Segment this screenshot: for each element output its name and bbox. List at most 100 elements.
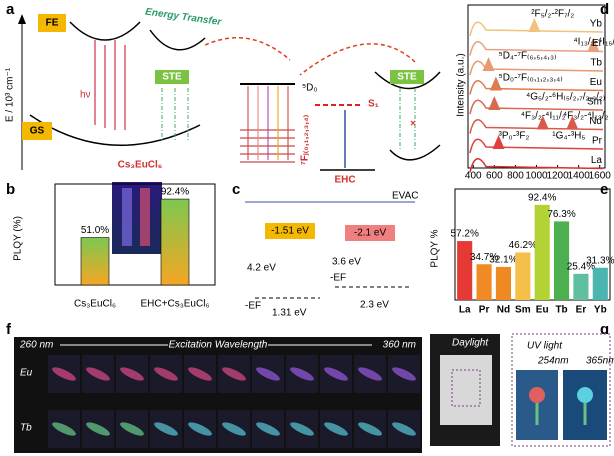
panel-c: EVAC -1.51 eV 4.2 eV -EF 1.31 eV -2.1 eV… bbox=[245, 191, 419, 319]
band bbox=[265, 223, 315, 239]
panel-label: f bbox=[6, 321, 12, 338]
label: Cs₃EuCl₆ bbox=[118, 160, 163, 171]
sample-glow bbox=[52, 422, 76, 436]
label: S₁ bbox=[368, 99, 379, 110]
x-tick-label: Pr bbox=[479, 305, 490, 316]
label: 365nm bbox=[586, 356, 614, 367]
annotation: ⁵D₄-⁷F₍₆,₅,₄,₃₎ bbox=[499, 51, 557, 62]
sample-glow bbox=[256, 422, 280, 436]
peak bbox=[536, 115, 549, 130]
label: 360 nm bbox=[383, 340, 416, 351]
peak bbox=[587, 37, 600, 52]
series-label: La bbox=[591, 155, 603, 166]
series-label: Pr bbox=[592, 136, 603, 147]
x-tick-label: 1200 bbox=[546, 171, 569, 182]
plot-frame bbox=[454, 188, 611, 301]
label: 3.6 eV bbox=[332, 257, 361, 268]
sample-glow bbox=[358, 367, 382, 381]
x-tick-label: Sm bbox=[515, 305, 531, 316]
value-label: 92.4% bbox=[161, 187, 189, 198]
sample-glow bbox=[290, 422, 314, 436]
plot-frame bbox=[54, 183, 216, 286]
label: hν bbox=[80, 90, 91, 101]
x-tick-label: Eu bbox=[536, 305, 549, 316]
label: 1.31 eV bbox=[272, 308, 307, 319]
curve bbox=[69, 21, 141, 41]
spectrum bbox=[469, 80, 604, 95]
annotation: ⁴F₃/₂-⁴I₁₃/₂ bbox=[563, 111, 609, 122]
label: Excitation Wavelength bbox=[169, 340, 268, 351]
peak bbox=[488, 96, 501, 110]
panel-label: a bbox=[6, 1, 15, 18]
annotation: ⁴I₁₃/₂-⁴I₁₅/₂ bbox=[573, 37, 614, 48]
series-label: Tb bbox=[590, 58, 602, 69]
bar bbox=[534, 204, 550, 300]
box bbox=[22, 122, 52, 140]
label: Energy Transfer bbox=[145, 7, 223, 29]
label: -1.51 eV bbox=[271, 226, 309, 237]
bar bbox=[592, 267, 608, 300]
peak bbox=[489, 76, 502, 91]
x-tick-label: La bbox=[459, 305, 471, 316]
label: -EF bbox=[245, 301, 261, 312]
sample-glow bbox=[358, 422, 382, 436]
annotation: ⁵D₀-⁷F₍₀,₁,₂,₃,₄₎ bbox=[499, 73, 563, 84]
series-label: Nd bbox=[589, 116, 602, 127]
flower bbox=[529, 387, 545, 403]
label: ⁵D₀ bbox=[302, 83, 318, 94]
y-label: E / 10³ cm⁻¹ bbox=[5, 67, 16, 122]
label: 2.3 eV bbox=[360, 300, 389, 311]
cross: × bbox=[410, 119, 416, 130]
sample-glow bbox=[392, 422, 416, 436]
label: Tb bbox=[20, 423, 32, 434]
panel-label: c bbox=[232, 181, 240, 198]
y-label: PLQY (%) bbox=[13, 216, 24, 261]
x-tick-label: Er bbox=[576, 305, 587, 316]
sample-glow bbox=[392, 367, 416, 381]
sample-glow bbox=[222, 367, 246, 381]
sample-glow bbox=[324, 367, 348, 381]
series-label: Yb bbox=[590, 19, 603, 30]
label: EVAC bbox=[392, 191, 419, 202]
spectrum bbox=[469, 21, 604, 37]
sample-glow bbox=[222, 422, 246, 436]
spectrum bbox=[469, 99, 604, 115]
sample-glow bbox=[290, 367, 314, 381]
label: STE bbox=[397, 72, 417, 83]
arrow bbox=[204, 37, 291, 61]
curve bbox=[149, 29, 206, 51]
label: Daylight bbox=[452, 338, 489, 349]
label: GS bbox=[30, 126, 45, 137]
spectrum bbox=[469, 119, 604, 134]
panel-label: g bbox=[600, 321, 609, 338]
sample-glow bbox=[120, 367, 144, 381]
film bbox=[440, 355, 492, 425]
x-tick-label: Tb bbox=[555, 305, 567, 316]
annotation: ⁴F₃/₂-⁴I₁₁/₂ bbox=[521, 111, 566, 122]
vial bbox=[122, 188, 132, 246]
frame bbox=[451, 369, 481, 407]
y-label: Intensity (a.u.) bbox=[456, 53, 467, 116]
spectrum bbox=[469, 41, 604, 56]
spectrum bbox=[469, 138, 604, 154]
label: 260 nm bbox=[19, 340, 53, 351]
x-tick-label: Nd bbox=[497, 305, 510, 316]
series-label: Sm bbox=[587, 97, 602, 108]
value-label: 46.2% bbox=[509, 240, 537, 251]
bar bbox=[80, 237, 110, 286]
panel-f: 260 nm Excitation Wavelength 360 nm Eu T… bbox=[14, 337, 422, 453]
panel-label: b bbox=[6, 181, 15, 198]
curve bbox=[374, 71, 441, 90]
inset-photo bbox=[112, 182, 162, 254]
bar bbox=[476, 264, 492, 300]
annotation: ⁴G₅/₂-⁶H₍₅/₂,₇/₂,₉/₂₎ bbox=[526, 92, 605, 103]
x-tick-label: 1400 bbox=[568, 171, 591, 182]
label: -2.1 eV bbox=[354, 228, 387, 239]
sample-glow bbox=[188, 367, 212, 381]
value-label: 76.3% bbox=[547, 209, 575, 220]
value-label: 57.2% bbox=[451, 229, 479, 240]
peak bbox=[492, 135, 505, 149]
x-tick-label: 800 bbox=[507, 171, 524, 182]
label: -EF bbox=[330, 273, 346, 284]
